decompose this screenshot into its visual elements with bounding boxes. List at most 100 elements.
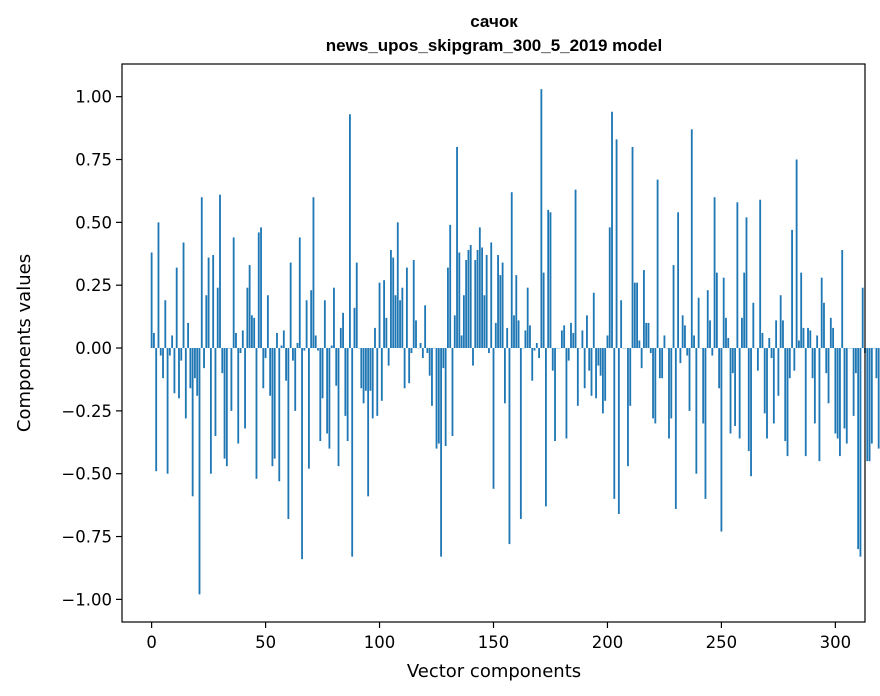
bar — [836, 348, 839, 439]
bar — [736, 202, 739, 349]
bar — [813, 348, 816, 424]
bar — [725, 317, 727, 349]
bar — [645, 322, 648, 349]
bar — [592, 292, 595, 349]
bar — [772, 348, 775, 424]
bar — [305, 300, 308, 349]
bar — [387, 348, 390, 366]
bar — [768, 337, 771, 349]
bar — [408, 348, 411, 384]
bar — [449, 224, 452, 349]
bar — [576, 348, 579, 406]
bar — [282, 330, 285, 349]
bar — [797, 340, 800, 349]
bar — [488, 348, 490, 354]
bar — [198, 348, 201, 595]
x-tick-label: 300 — [820, 633, 852, 652]
bar — [214, 348, 217, 436]
bar — [581, 330, 584, 349]
bar — [187, 322, 190, 349]
y-tick-label: 0.50 — [75, 213, 112, 232]
bar — [795, 159, 798, 349]
bar — [554, 348, 556, 442]
bar — [289, 262, 292, 349]
bar — [223, 348, 226, 459]
bar — [171, 335, 174, 349]
y-tick-label: −1.00 — [61, 590, 112, 609]
bar — [513, 315, 515, 349]
bar — [241, 330, 244, 349]
bar — [303, 348, 306, 351]
bar — [235, 332, 237, 349]
bar — [462, 295, 465, 349]
bar — [788, 348, 791, 379]
bar — [709, 320, 711, 349]
bar — [640, 348, 643, 369]
bar — [426, 348, 429, 354]
bar — [278, 348, 281, 482]
bar — [777, 348, 780, 396]
bar — [638, 340, 641, 349]
bar — [684, 325, 686, 349]
bar — [697, 297, 700, 349]
bar — [257, 232, 260, 349]
bar — [501, 262, 504, 349]
bar — [832, 327, 835, 349]
bar — [401, 287, 404, 349]
bar — [870, 348, 873, 444]
bar — [656, 179, 659, 349]
bars-group — [150, 89, 880, 595]
bar — [287, 348, 290, 519]
bar — [239, 348, 242, 354]
bar — [510, 192, 513, 349]
bar — [677, 212, 680, 349]
bar — [672, 265, 675, 349]
bar — [312, 197, 315, 349]
bar — [447, 267, 449, 349]
bar — [230, 348, 233, 411]
bar — [364, 348, 367, 391]
bar — [184, 348, 187, 419]
bar — [209, 348, 212, 474]
bar — [253, 317, 256, 349]
bar — [301, 348, 303, 560]
bar — [663, 335, 666, 349]
bar — [811, 348, 814, 379]
bar — [317, 348, 319, 351]
bar — [526, 287, 529, 349]
bar — [658, 348, 661, 379]
y-tick-label: 0.75 — [75, 151, 112, 170]
bar — [178, 348, 180, 399]
bar — [620, 300, 623, 349]
bar — [155, 348, 158, 472]
bar — [339, 327, 342, 349]
bar — [335, 348, 338, 386]
bar — [431, 348, 433, 406]
bar — [747, 348, 750, 452]
bar — [296, 343, 299, 349]
bar — [779, 295, 782, 349]
bar — [829, 317, 832, 349]
bar — [164, 300, 167, 349]
bar — [531, 348, 534, 381]
bar — [476, 250, 479, 349]
bar — [216, 287, 219, 349]
bar — [845, 348, 848, 444]
bar — [679, 348, 682, 364]
bar — [330, 345, 333, 349]
bar — [802, 327, 805, 349]
bar — [203, 348, 205, 369]
bar — [834, 348, 837, 434]
bar — [727, 337, 730, 349]
bar — [804, 348, 807, 457]
x-tick-label: 150 — [478, 633, 510, 652]
x-tick-label: 200 — [592, 633, 624, 652]
bar — [159, 348, 162, 356]
bar — [567, 348, 570, 361]
bar — [497, 255, 499, 349]
bar — [597, 348, 600, 366]
bar — [629, 348, 632, 406]
bar — [378, 282, 381, 349]
bar — [421, 348, 424, 359]
bar — [162, 348, 164, 379]
